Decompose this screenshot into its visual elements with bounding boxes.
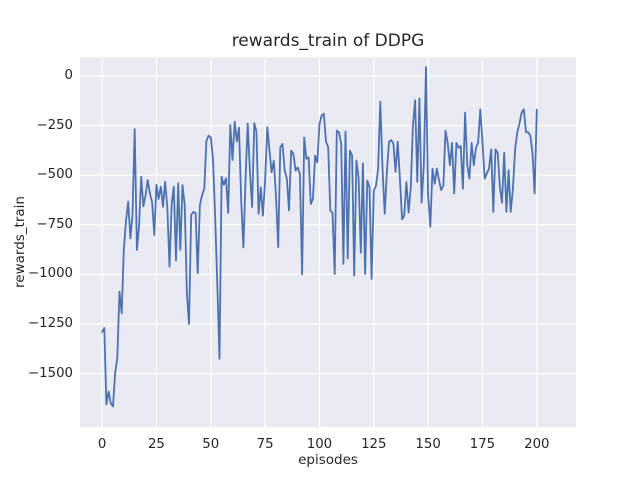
y-tick-label: −500 bbox=[36, 167, 73, 183]
x-tick-label: 125 bbox=[361, 437, 387, 452]
plot-panel bbox=[80, 57, 576, 428]
x-tick-label: 100 bbox=[306, 437, 333, 452]
x-tick-label: 200 bbox=[524, 437, 550, 452]
x-tick-label: 150 bbox=[415, 437, 441, 452]
x-tick-label: 25 bbox=[147, 437, 165, 452]
y-tick-label: −250 bbox=[36, 117, 73, 133]
y-tick-label: −1500 bbox=[28, 365, 73, 381]
y-tick-label: −750 bbox=[36, 216, 73, 232]
chart-title: rewards_train of DDPG bbox=[231, 31, 425, 51]
x-axis-label: episodes bbox=[298, 452, 358, 468]
y-tick-label: −1000 bbox=[28, 266, 73, 282]
x-tick-label: 50 bbox=[202, 437, 220, 452]
y-tick-label: −1250 bbox=[28, 316, 73, 331]
x-tick-label: 0 bbox=[97, 437, 107, 452]
x-tick-label: 75 bbox=[256, 437, 274, 452]
series-rewards-train bbox=[101, 66, 538, 408]
x-tick-label: 175 bbox=[469, 437, 496, 452]
y-tick-label: 0 bbox=[64, 68, 73, 83]
